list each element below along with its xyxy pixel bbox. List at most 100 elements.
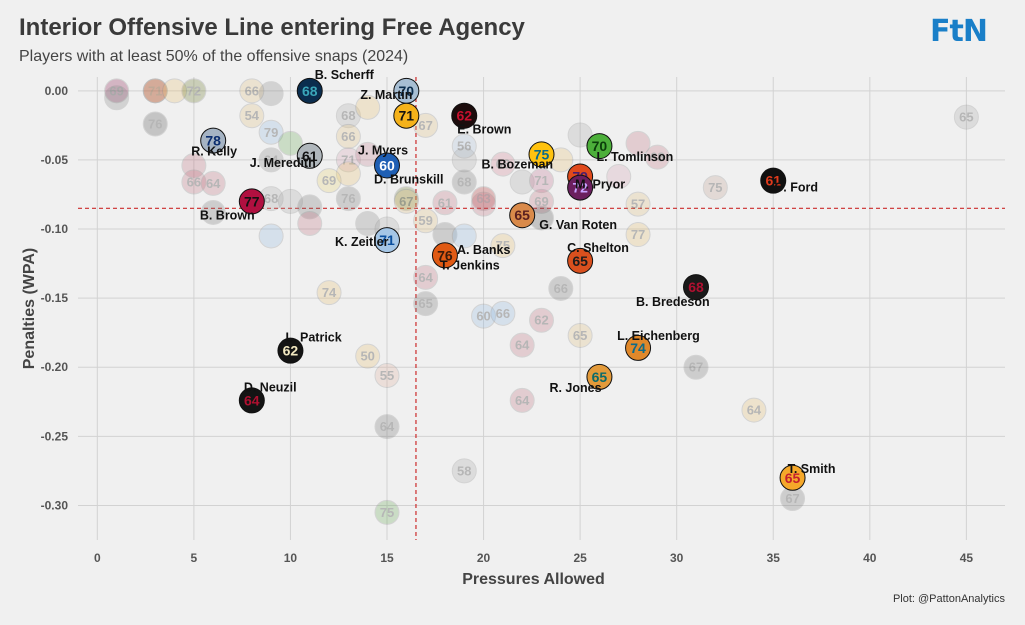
- player-label: B. Scherff: [315, 68, 375, 82]
- background-point: [297, 194, 323, 220]
- background-point: [355, 141, 381, 167]
- background-points: 69 71 72 66 76 54 79 68 67 66 56 64 71 68 68 69 66 64 68 71…: [104, 78, 979, 525]
- background-point: [142, 78, 168, 104]
- background-point: [393, 186, 419, 212]
- x-tick-label: 45: [960, 551, 974, 565]
- background-point: [451, 223, 477, 249]
- svg-text:62: 62: [456, 108, 472, 124]
- reference-lines: [78, 77, 1005, 540]
- player-label: J. Myers: [358, 144, 408, 158]
- background-point: [297, 211, 323, 237]
- svg-text:64: 64: [515, 338, 530, 353]
- highlighted-point: 65: [509, 202, 536, 229]
- background-point: 64: [509, 332, 535, 358]
- background-point: 64: [741, 397, 767, 423]
- svg-text:62: 62: [534, 313, 548, 328]
- svg-text:68: 68: [457, 175, 471, 190]
- svg-text:56: 56: [457, 139, 471, 154]
- highlighted-points: 68 70 71 62 78 61 70 75 60 79 72 61 77 65 71 76 65 68 62 74…: [200, 77, 806, 491]
- svg-text:75: 75: [380, 505, 394, 520]
- svg-text:72: 72: [572, 180, 588, 196]
- background-point: [258, 223, 284, 249]
- player-label: Z. Martin: [360, 88, 412, 102]
- svg-text:74: 74: [630, 340, 646, 356]
- background-point: 61: [432, 190, 458, 216]
- y-tick-label: -0.15: [41, 291, 69, 305]
- background-point: [104, 85, 130, 111]
- player-label: A. Banks: [457, 243, 511, 257]
- highlighted-point: 64: [238, 387, 265, 414]
- svg-text:71: 71: [379, 232, 395, 248]
- background-point: 68: [451, 169, 477, 195]
- player-label: T. Smith: [788, 462, 836, 476]
- svg-text:69: 69: [322, 173, 336, 188]
- svg-text:61: 61: [438, 195, 452, 210]
- background-point: 75: [490, 233, 516, 259]
- svg-text:67: 67: [399, 194, 413, 209]
- highlighted-point: 77: [238, 188, 265, 215]
- background-point: [625, 130, 651, 156]
- svg-text:66: 66: [554, 281, 568, 296]
- svg-text:75: 75: [534, 146, 550, 162]
- svg-text:65: 65: [418, 296, 432, 311]
- svg-text:76: 76: [437, 247, 453, 263]
- player-label: M. Pryor: [575, 178, 625, 192]
- svg-text:66: 66: [341, 129, 355, 144]
- svg-text:65: 65: [572, 253, 588, 269]
- highlighted-point: 68: [683, 274, 709, 301]
- svg-text:60: 60: [476, 309, 490, 324]
- background-point: 76: [335, 186, 361, 212]
- x-tick-label: 10: [284, 551, 298, 565]
- x-tick-label: 40: [863, 551, 877, 565]
- player-label: K. Zeitler: [335, 235, 389, 249]
- highlighted-point: 62: [277, 337, 304, 364]
- background-point: 63: [471, 186, 497, 212]
- svg-text:68: 68: [650, 150, 664, 165]
- x-tick-label: 5: [191, 551, 198, 565]
- svg-text:64: 64: [747, 403, 762, 418]
- axes: 0 5 10 15 20 25 30 35 40 45 0.00 -0.05 -0.10 -0.15 -0.…: [21, 84, 973, 588]
- svg-text:71: 71: [148, 83, 162, 98]
- svg-text:76: 76: [148, 116, 162, 131]
- svg-text:77: 77: [244, 193, 260, 209]
- highlighted-point: 74: [625, 334, 652, 361]
- svg-text:64: 64: [206, 176, 221, 191]
- svg-text:77: 77: [631, 227, 645, 242]
- background-point: 57: [625, 191, 651, 217]
- player-label: D. Brunskill: [374, 172, 443, 186]
- background-point: 69: [529, 188, 554, 214]
- player-label: E. Brown: [457, 123, 511, 137]
- player-label: G. Van Roten: [539, 218, 617, 232]
- background-point: 72: [181, 78, 207, 104]
- background-point: [509, 169, 535, 195]
- svg-text:65: 65: [573, 328, 587, 343]
- highlighted-point: 72: [567, 174, 594, 201]
- background-point: 62: [529, 307, 554, 333]
- background-point: 75: [374, 499, 400, 525]
- background-point: 66: [335, 123, 361, 149]
- background-point: [277, 188, 303, 214]
- background-point: 67: [780, 486, 806, 512]
- svg-text:54: 54: [245, 108, 260, 123]
- background-point: [451, 147, 477, 173]
- highlighted-point: 76: [431, 242, 458, 269]
- svg-text:68: 68: [264, 191, 278, 206]
- svg-text:79: 79: [264, 125, 278, 140]
- svg-text:76: 76: [341, 191, 355, 206]
- background-point: 55: [374, 363, 400, 389]
- svg-text:66: 66: [496, 306, 510, 321]
- background-point: 64: [413, 264, 439, 290]
- svg-text:71: 71: [399, 108, 415, 124]
- svg-text:50: 50: [360, 349, 374, 364]
- svg-text:59: 59: [418, 213, 432, 228]
- svg-text:63: 63: [476, 191, 490, 206]
- background-point: 64: [200, 170, 226, 196]
- svg-text:66: 66: [245, 83, 259, 98]
- background-point: 74: [316, 280, 342, 306]
- svg-text:70: 70: [592, 138, 608, 154]
- background-point: 77: [625, 222, 651, 248]
- svg-text:61: 61: [765, 173, 781, 189]
- chart-title: Interior Offensive Line entering Free Ag…: [19, 14, 525, 41]
- svg-text:66: 66: [187, 175, 201, 190]
- x-tick-label: 25: [573, 551, 587, 565]
